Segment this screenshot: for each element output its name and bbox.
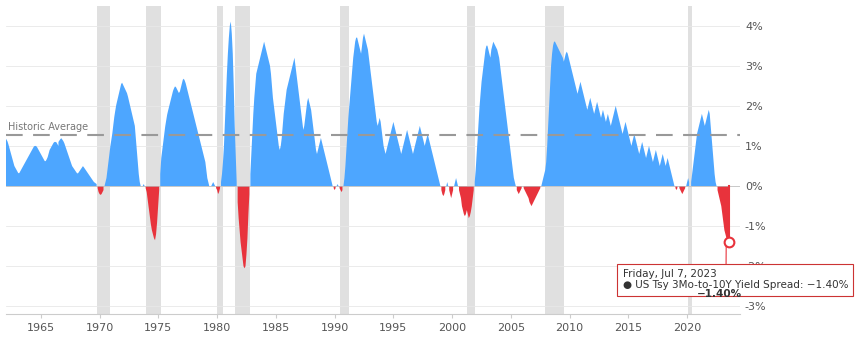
Bar: [235, 5, 251, 314]
Bar: [545, 5, 564, 314]
Text: Historic Average: Historic Average: [8, 122, 88, 132]
Bar: [97, 5, 111, 314]
Bar: [467, 5, 474, 314]
Bar: [340, 5, 349, 314]
Text: −1.40%: −1.40%: [697, 289, 742, 299]
Text: Friday, Jul 7, 2023
● US Tsy 3Mo-to-10Y Yield Spread: −1.40%: Friday, Jul 7, 2023 ● US Tsy 3Mo-to-10Y …: [623, 269, 848, 290]
Bar: [217, 5, 223, 314]
Bar: [688, 5, 692, 314]
Bar: [146, 5, 162, 314]
